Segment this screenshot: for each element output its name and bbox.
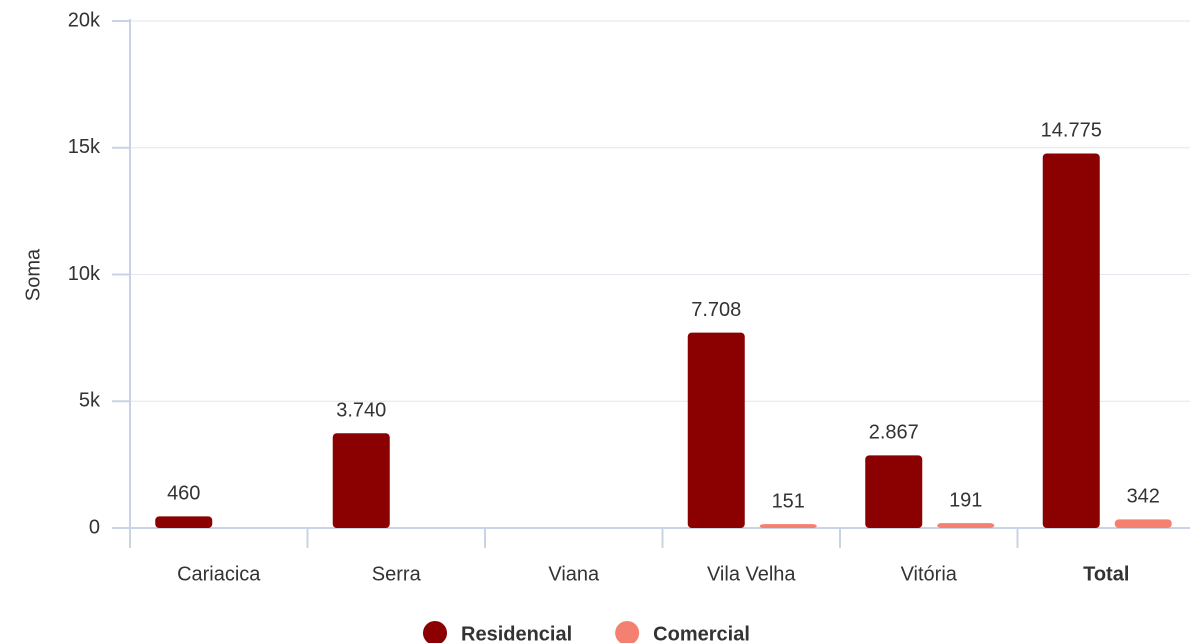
bar bbox=[937, 523, 995, 528]
bar bbox=[1114, 519, 1172, 528]
data-label: 151 bbox=[772, 490, 805, 512]
y-tick-label: 15k bbox=[68, 136, 101, 158]
x-tick-label: Total bbox=[1083, 563, 1129, 585]
x-tick-label: Vila Velha bbox=[707, 563, 796, 585]
y-tick-label: 20k bbox=[68, 9, 101, 31]
legend-label: Comercial bbox=[653, 623, 750, 643]
y-tick-label: 5k bbox=[79, 390, 101, 412]
data-label: 191 bbox=[949, 489, 982, 511]
legend-swatch bbox=[615, 621, 640, 643]
bar bbox=[1042, 153, 1100, 529]
bar bbox=[332, 433, 390, 528]
bar bbox=[687, 332, 745, 528]
x-tick-label: Vitória bbox=[901, 563, 958, 585]
x-tick-label: Cariacica bbox=[177, 563, 261, 585]
y-tick-label: 0 bbox=[89, 516, 100, 538]
bar bbox=[865, 455, 923, 528]
data-label: 460 bbox=[167, 483, 200, 505]
data-label: 2.867 bbox=[869, 422, 919, 444]
legend-label: Residencial bbox=[461, 623, 572, 643]
legend-swatch bbox=[423, 621, 447, 643]
x-tick-label: Serra bbox=[372, 563, 422, 585]
data-label: 342 bbox=[1127, 486, 1160, 508]
bar bbox=[155, 516, 213, 528]
data-label: 7.708 bbox=[691, 299, 741, 321]
bar bbox=[759, 524, 817, 528]
data-label: 14.775 bbox=[1041, 120, 1102, 142]
y-tick-label: 10k bbox=[68, 263, 101, 285]
y-axis-label: Soma bbox=[22, 248, 44, 301]
data-label: 3.740 bbox=[336, 399, 386, 421]
x-tick-label: Viana bbox=[548, 563, 600, 585]
